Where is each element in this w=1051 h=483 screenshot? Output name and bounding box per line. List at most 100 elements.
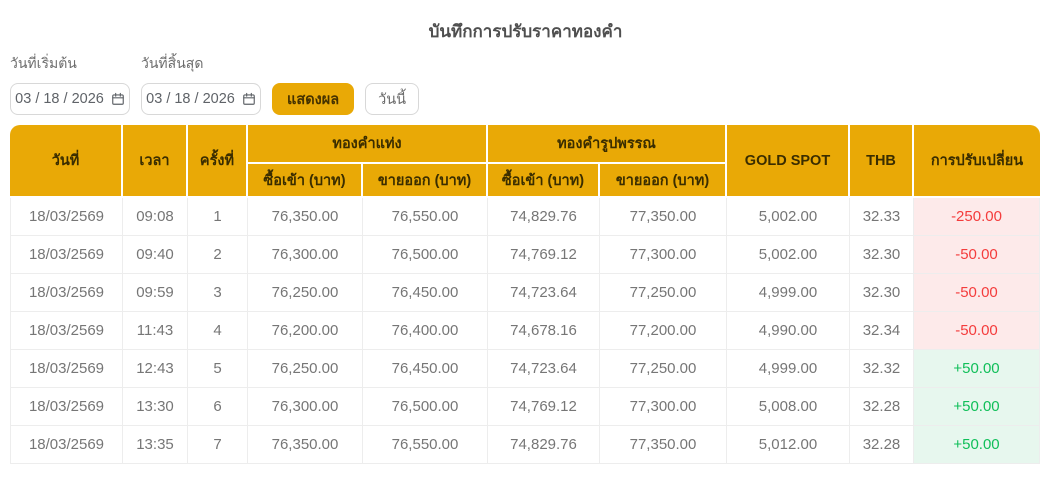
cell-jewelry-sell: 77,300.00 <box>600 236 727 274</box>
cell-bar-buy: 76,250.00 <box>248 274 363 312</box>
cell-gold-spot: 4,999.00 <box>727 350 850 388</box>
table-row: 18/03/2569 09:40 2 76,300.00 76,500.00 74,769… <box>10 236 1040 274</box>
cell-bar-sell: 76,500.00 <box>363 388 488 426</box>
cell-jewelry-sell: 77,350.00 <box>600 426 727 464</box>
cell-round: 3 <box>188 274 248 312</box>
end-date-input[interactable]: 03 / 18 / 2026 <box>141 83 261 115</box>
cell-date: 18/03/2569 <box>10 198 123 236</box>
header-bar-buy: ซื้อเข้า (บาท) <box>248 164 363 198</box>
table-row: 18/03/2569 12:43 5 76,250.00 76,450.00 74,723… <box>10 350 1040 388</box>
start-date-input[interactable]: 03 / 18 / 2026 <box>10 83 130 115</box>
header-gold-jewelry-group: ทองคำรูปพรรณ <box>488 125 727 164</box>
cell-round: 2 <box>188 236 248 274</box>
cell-jewelry-sell: 77,200.00 <box>600 312 727 350</box>
cell-gold-spot: 5,002.00 <box>727 236 850 274</box>
cell-bar-sell: 76,500.00 <box>363 236 488 274</box>
cell-time: 12:43 <box>123 350 188 388</box>
cell-jewelry-buy: 74,769.12 <box>488 388 600 426</box>
cell-bar-buy: 76,250.00 <box>248 350 363 388</box>
header-gold-bar-group: ทองคำแท่ง <box>248 125 488 164</box>
cell-time: 13:30 <box>123 388 188 426</box>
cell-round: 5 <box>188 350 248 388</box>
cell-gold-spot: 4,990.00 <box>727 312 850 350</box>
cell-jewelry-buy: 74,769.12 <box>488 236 600 274</box>
cell-jewelry-sell: 77,350.00 <box>600 198 727 236</box>
cell-change: +50.00 <box>914 426 1040 464</box>
cell-thb: 32.32 <box>850 350 914 388</box>
cell-thb: 32.28 <box>850 388 914 426</box>
calendar-icon[interactable] <box>111 92 125 106</box>
cell-bar-buy: 76,350.00 <box>248 426 363 464</box>
table-row: 18/03/2569 13:30 6 76,300.00 76,500.00 74,769… <box>10 388 1040 426</box>
header-jewelry-buy: ซื้อเข้า (บาท) <box>488 164 600 198</box>
cell-jewelry-sell: 77,300.00 <box>600 388 727 426</box>
header-bar-sell: ขายออก (บาท) <box>363 164 488 198</box>
cell-bar-sell: 76,450.00 <box>363 274 488 312</box>
cell-round: 4 <box>188 312 248 350</box>
cell-jewelry-sell: 77,250.00 <box>600 274 727 312</box>
show-results-button[interactable]: แสดงผล <box>272 83 355 115</box>
cell-date: 18/03/2569 <box>10 388 123 426</box>
end-date-group: วันที่สิ้นสุด 03 / 18 / 2026 <box>141 53 261 115</box>
cell-change: +50.00 <box>914 350 1040 388</box>
cell-jewelry-buy: 74,829.76 <box>488 426 600 464</box>
cell-time: 09:08 <box>123 198 188 236</box>
cell-date: 18/03/2569 <box>10 274 123 312</box>
table-row: 18/03/2569 09:59 3 76,250.00 76,450.00 74,723… <box>10 274 1040 312</box>
cell-bar-sell: 76,400.00 <box>363 312 488 350</box>
cell-date: 18/03/2569 <box>10 236 123 274</box>
cell-change: -50.00 <box>914 274 1040 312</box>
cell-bar-sell: 76,550.00 <box>363 426 488 464</box>
cell-jewelry-buy: 74,723.64 <box>488 274 600 312</box>
cell-gold-spot: 5,002.00 <box>727 198 850 236</box>
cell-thb: 32.28 <box>850 426 914 464</box>
cell-bar-sell: 76,450.00 <box>363 350 488 388</box>
table-row: 18/03/2569 11:43 4 76,200.00 76,400.00 74,678… <box>10 312 1040 350</box>
page: บันทึกการปรับราคาทองคำ วันที่เริ่มต้น 03… <box>0 18 1051 464</box>
cell-bar-sell: 76,550.00 <box>363 198 488 236</box>
cell-change: +50.00 <box>914 388 1040 426</box>
cell-gold-spot: 4,999.00 <box>727 274 850 312</box>
cell-bar-buy: 76,300.00 <box>248 236 363 274</box>
cell-time: 11:43 <box>123 312 188 350</box>
table-row: 18/03/2569 13:35 7 76,350.00 76,550.00 74,829… <box>10 426 1040 464</box>
cell-time: 09:59 <box>123 274 188 312</box>
header-change: การปรับเปลี่ยน <box>914 125 1040 198</box>
cell-date: 18/03/2569 <box>10 426 123 464</box>
cell-bar-buy: 76,200.00 <box>248 312 363 350</box>
table-body: 18/03/2569 09:08 1 76,350.00 76,550.00 74,829… <box>10 198 1040 464</box>
cell-thb: 32.30 <box>850 236 914 274</box>
today-button[interactable]: วันนี้ <box>365 83 420 115</box>
table-header: วันที่ เวลา ครั้งที่ ทองคำแท่ง ทองคำรูปพ… <box>10 125 1040 198</box>
cell-thb: 32.30 <box>850 274 914 312</box>
cell-round: 1 <box>188 198 248 236</box>
header-time: เวลา <box>123 125 188 198</box>
cell-change: -50.00 <box>914 312 1040 350</box>
filter-bar: วันที่เริ่มต้น 03 / 18 / 2026 วันที่สิ้น… <box>10 53 1041 115</box>
cell-gold-spot: 5,008.00 <box>727 388 850 426</box>
cell-round: 6 <box>188 388 248 426</box>
cell-bar-buy: 76,300.00 <box>248 388 363 426</box>
table-row: 18/03/2569 09:08 1 76,350.00 76,550.00 74,829… <box>10 198 1040 236</box>
calendar-icon[interactable] <box>242 92 256 106</box>
header-date: วันที่ <box>10 125 123 198</box>
cell-thb: 32.34 <box>850 312 914 350</box>
header-round: ครั้งที่ <box>188 125 248 198</box>
cell-date: 18/03/2569 <box>10 350 123 388</box>
header-jewelry-sell: ขายออก (บาท) <box>600 164 727 198</box>
cell-bar-buy: 76,350.00 <box>248 198 363 236</box>
cell-time: 09:40 <box>123 236 188 274</box>
cell-time: 13:35 <box>123 426 188 464</box>
header-gold-spot: GOLD SPOT <box>727 125 850 198</box>
cell-round: 7 <box>188 426 248 464</box>
gold-price-table: วันที่ เวลา ครั้งที่ ทองคำแท่ง ทองคำรูปพ… <box>10 125 1040 464</box>
cell-gold-spot: 5,012.00 <box>727 426 850 464</box>
start-date-value: 03 / 18 / 2026 <box>15 91 104 107</box>
cell-thb: 32.33 <box>850 198 914 236</box>
end-date-label: วันที่สิ้นสุด <box>141 55 204 71</box>
start-date-label: วันที่เริ่มต้น <box>10 55 77 71</box>
cell-jewelry-buy: 74,829.76 <box>488 198 600 236</box>
header-thb: THB <box>850 125 914 198</box>
cell-date: 18/03/2569 <box>10 312 123 350</box>
end-date-value: 03 / 18 / 2026 <box>146 91 235 107</box>
